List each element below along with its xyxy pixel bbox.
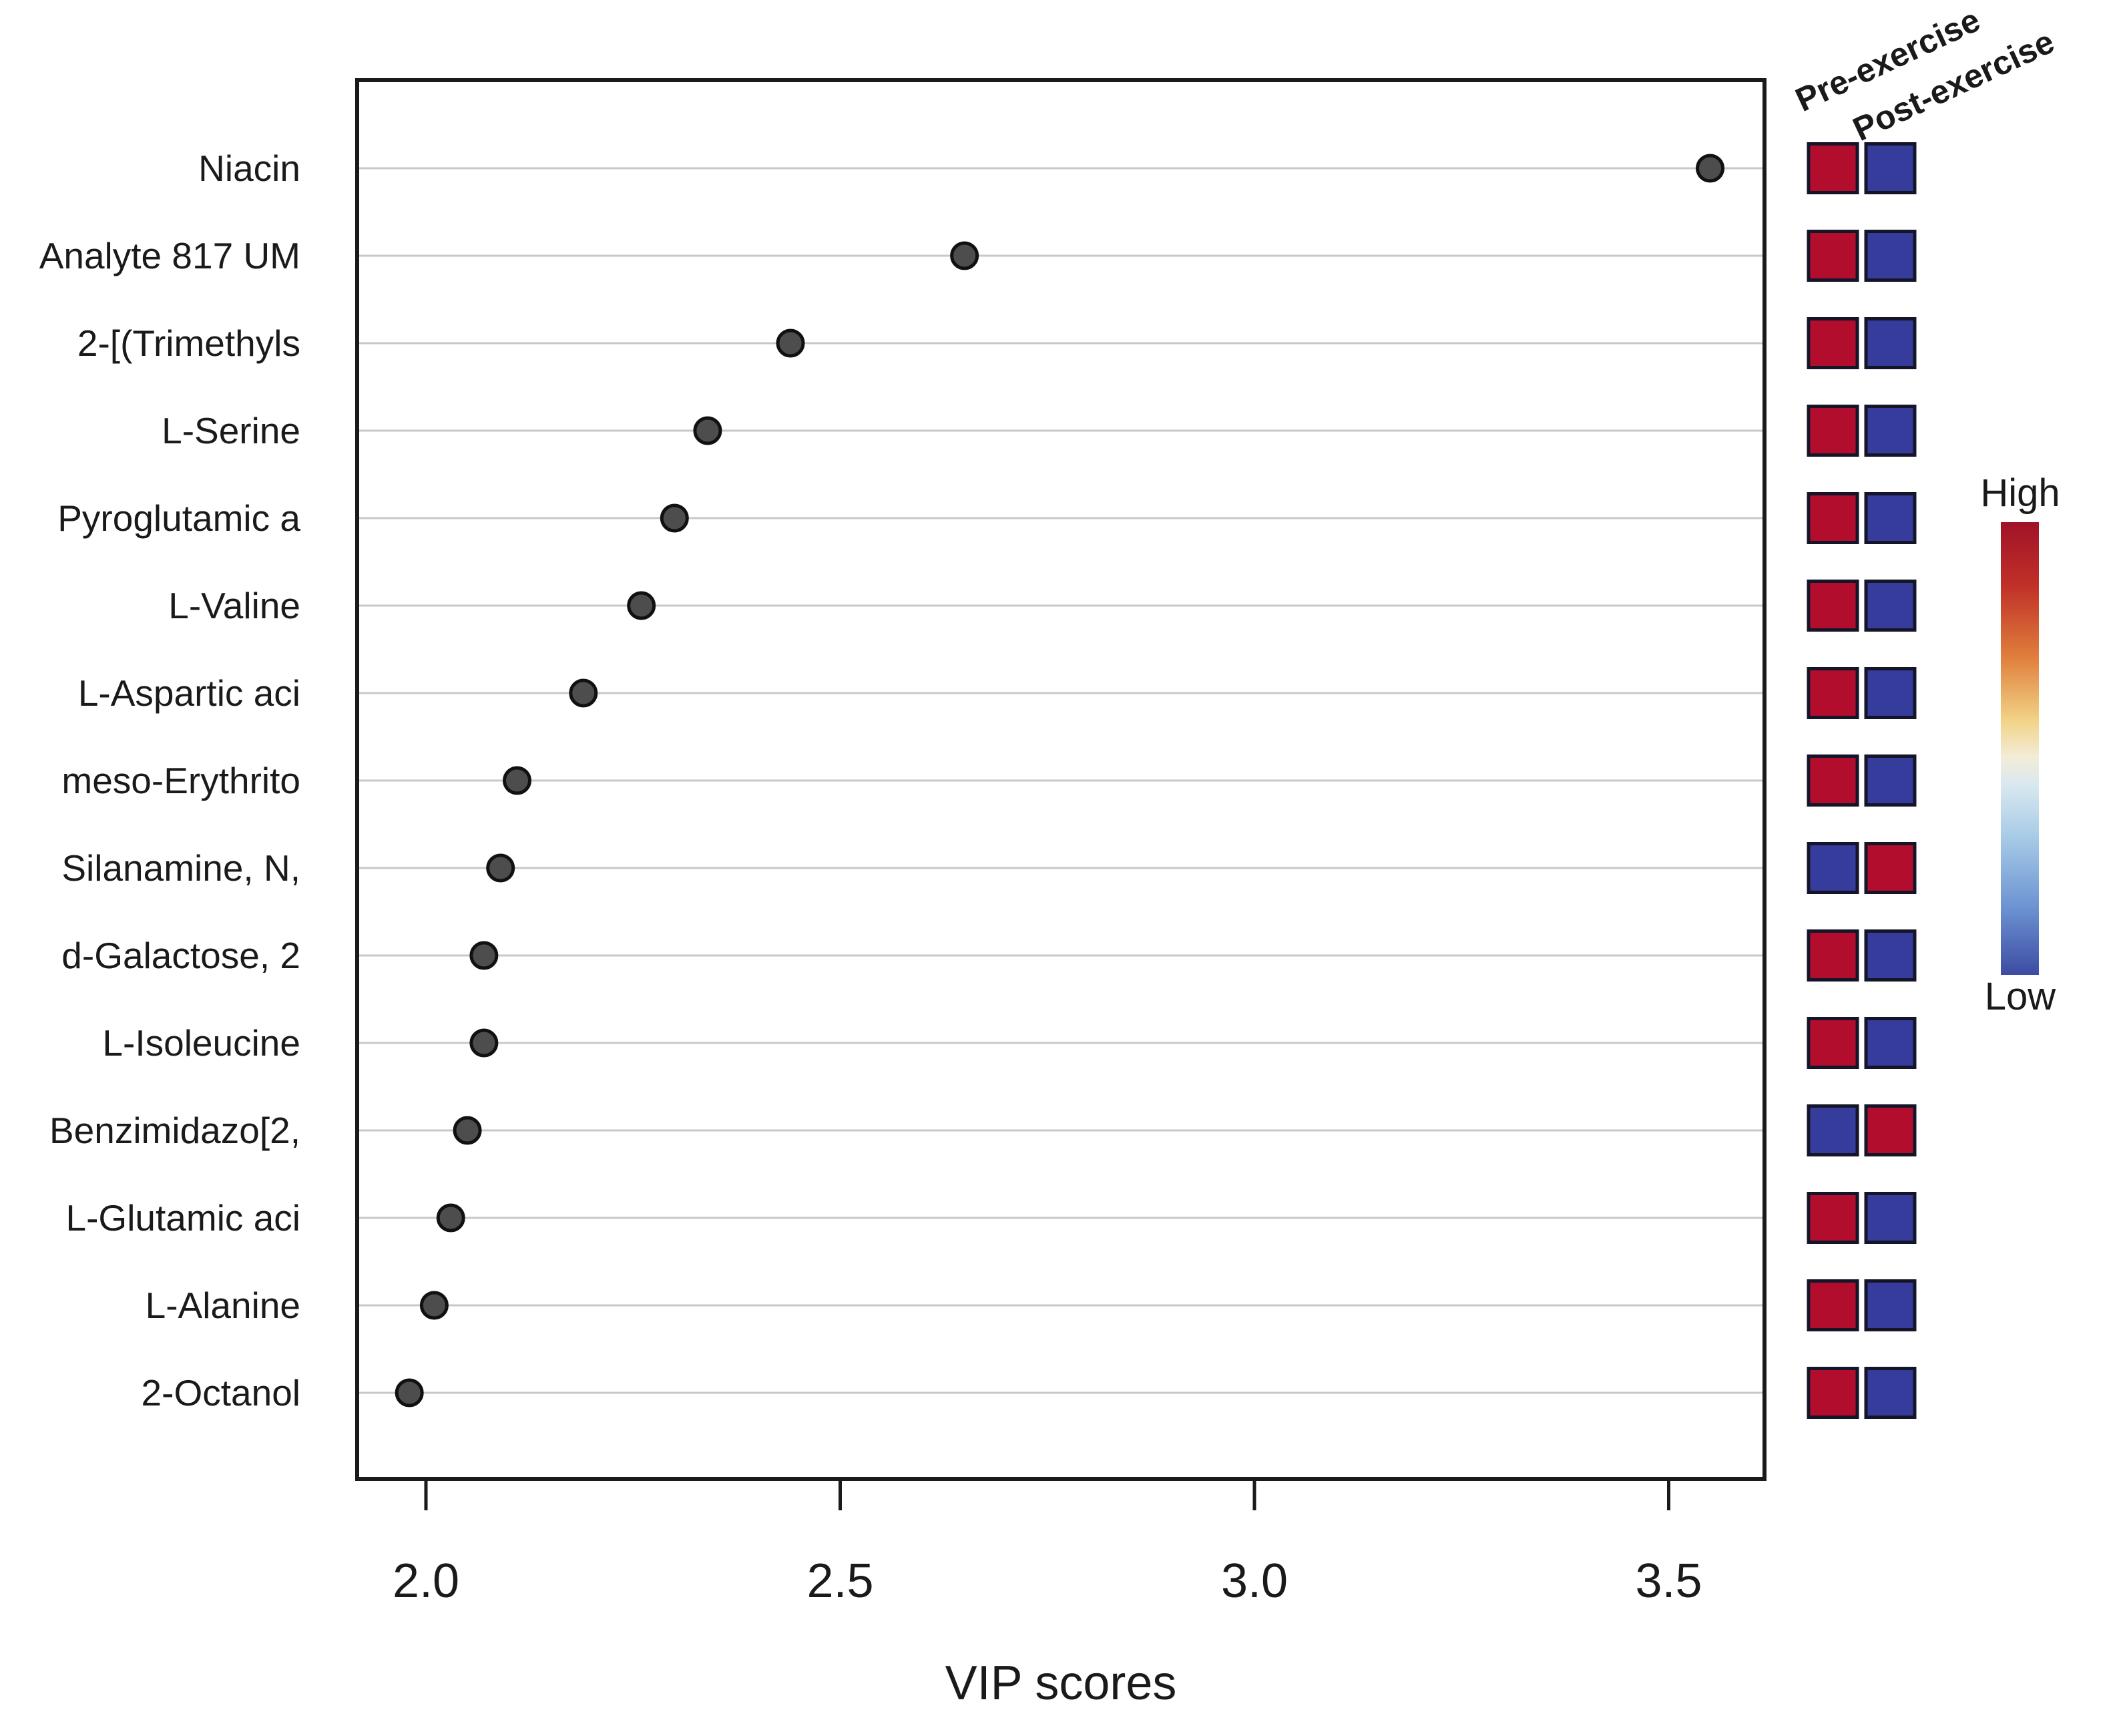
metabolite-label: L-Valine — [168, 585, 300, 626]
metabolite-label: 2-Octanol — [142, 1372, 300, 1414]
metabolite-label: meso-Erythrito — [61, 760, 300, 801]
heatmap-cell-post — [1864, 230, 1917, 282]
heatmap-cell-pre — [1807, 1192, 1859, 1244]
heatmap-cell-post — [1864, 1367, 1917, 1419]
colorbar-low-label: Low — [1985, 975, 2057, 1018]
metabolite-label: Benzimidazo[2, — [49, 1110, 300, 1151]
metabolite-label: Pyroglutamic a — [57, 497, 300, 539]
heatmap-cell-pre — [1807, 1104, 1859, 1156]
heatmap-cell-pre — [1807, 405, 1859, 457]
vip-dot — [436, 1203, 465, 1233]
heatmap-cell-pre — [1807, 1279, 1859, 1331]
heatmap-cell-post — [1864, 754, 1917, 807]
metabolite-label: Silanamine, N, — [61, 847, 300, 889]
heatmap-cell-post — [1864, 929, 1917, 982]
heatmap-cell-pre — [1807, 142, 1859, 194]
heatmap-cell-post — [1864, 667, 1917, 719]
vip-dot — [776, 329, 805, 358]
heatmap-cell-post — [1864, 1192, 1917, 1244]
x-axis-title: VIP scores — [945, 1657, 1177, 1710]
metabolite-label: L-Glutamic aci — [66, 1197, 300, 1239]
vip-dot — [950, 241, 979, 270]
heatmap-cell-pre — [1807, 492, 1859, 544]
vip-dot — [569, 678, 598, 708]
vip-dot — [453, 1116, 482, 1145]
heatmap-cell-post — [1864, 405, 1917, 457]
heatmap-cell-post — [1864, 580, 1917, 632]
metabolite-label: d-Galactose, 2 — [61, 935, 300, 976]
vip-dot — [419, 1291, 449, 1320]
heatmap-cell-pre — [1807, 1367, 1859, 1419]
heatmap-cell-pre — [1807, 667, 1859, 719]
metabolite-label: L-Serine — [162, 410, 300, 451]
vip-dot — [627, 591, 656, 620]
vip-dot — [503, 766, 532, 795]
heatmap-cell-pre — [1807, 754, 1859, 807]
heatmap-cell-pre — [1807, 929, 1859, 982]
heatmap-cell-post — [1864, 142, 1917, 194]
x-tick-label: 3.5 — [1635, 1554, 1702, 1608]
vip-dot — [486, 853, 515, 883]
vip-dot — [693, 416, 722, 445]
heatmap-cell-post — [1864, 317, 1917, 369]
metabolite-label: Niacin — [198, 148, 300, 189]
metabolite-label: L-Aspartic aci — [78, 672, 300, 714]
vip-dot — [469, 1028, 499, 1058]
metabolite-label: L-Isoleucine — [102, 1022, 300, 1064]
x-tick-label: 2.5 — [806, 1554, 873, 1608]
vip-dot — [1696, 154, 1725, 183]
vip-dot — [660, 503, 689, 533]
vip-dot — [469, 941, 499, 970]
heatmap-cell-post — [1864, 1017, 1917, 1069]
heatmap-cell-post — [1864, 492, 1917, 544]
x-tick-label: 2.0 — [393, 1554, 459, 1608]
metabolite-label: Analyte 817 UM — [39, 235, 300, 276]
x-tick-label: 3.0 — [1221, 1554, 1288, 1608]
heatmap-cell-pre — [1807, 230, 1859, 282]
heatmap-cell-pre — [1807, 842, 1859, 894]
heatmap-cell-pre — [1807, 317, 1859, 369]
heatmap-cell-pre — [1807, 1017, 1859, 1069]
heatmap-cell-post — [1864, 842, 1917, 894]
heatmap-cell-post — [1864, 1104, 1917, 1156]
heatmap-cell-pre — [1807, 580, 1859, 632]
metabolite-label: L-Alanine — [146, 1285, 300, 1326]
vip-dot — [395, 1378, 424, 1407]
heatmap-cell-post — [1864, 1279, 1917, 1331]
metabolite-label: 2-[(Trimethyls — [77, 322, 300, 364]
colorbar-gradient — [2001, 522, 2039, 975]
colorbar-high-label: High — [1980, 471, 2060, 515]
